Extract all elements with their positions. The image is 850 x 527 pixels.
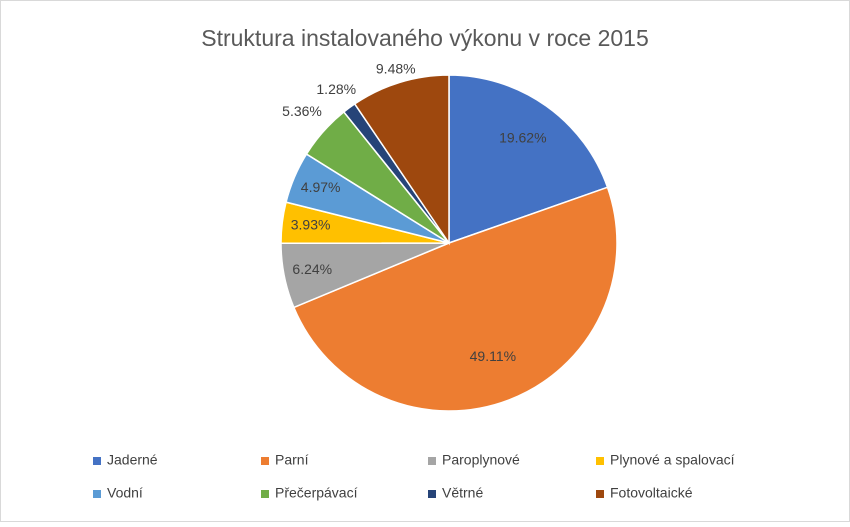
legend-marker — [261, 490, 269, 498]
data-label: 3.93% — [291, 217, 331, 233]
legend-marker — [93, 457, 101, 465]
legend-label: Paroplynové — [442, 452, 520, 468]
pie-slice — [353, 74, 450, 246]
legend-label: Větrné — [442, 485, 483, 501]
legend-marker — [596, 490, 604, 498]
legend-marker — [93, 490, 101, 498]
legend-marker — [428, 490, 436, 498]
data-label: 4.97% — [301, 179, 341, 195]
legend-label: Parní — [275, 452, 309, 468]
data-label: 1.28% — [316, 81, 356, 97]
legend-label: Plynové a spalovací — [610, 452, 735, 468]
legend-label: Vodní — [107, 485, 143, 501]
legend-label: Přečerpávací — [275, 485, 358, 501]
legend-marker — [261, 457, 269, 465]
data-label: 5.36% — [282, 103, 322, 119]
legend-label: Jaderné — [107, 452, 158, 468]
legend-marker — [428, 457, 436, 465]
legend-marker — [596, 457, 604, 465]
data-label: 6.24% — [292, 261, 332, 277]
data-label: 9.48% — [376, 60, 416, 76]
data-label: 19.62% — [499, 130, 546, 146]
pie-slice — [292, 186, 618, 412]
data-label: 49.11% — [470, 348, 516, 364]
legend-label: Fotovoltaické — [610, 485, 693, 501]
chart-title: Struktura instalovaného výkonu v roce 20… — [201, 25, 649, 51]
